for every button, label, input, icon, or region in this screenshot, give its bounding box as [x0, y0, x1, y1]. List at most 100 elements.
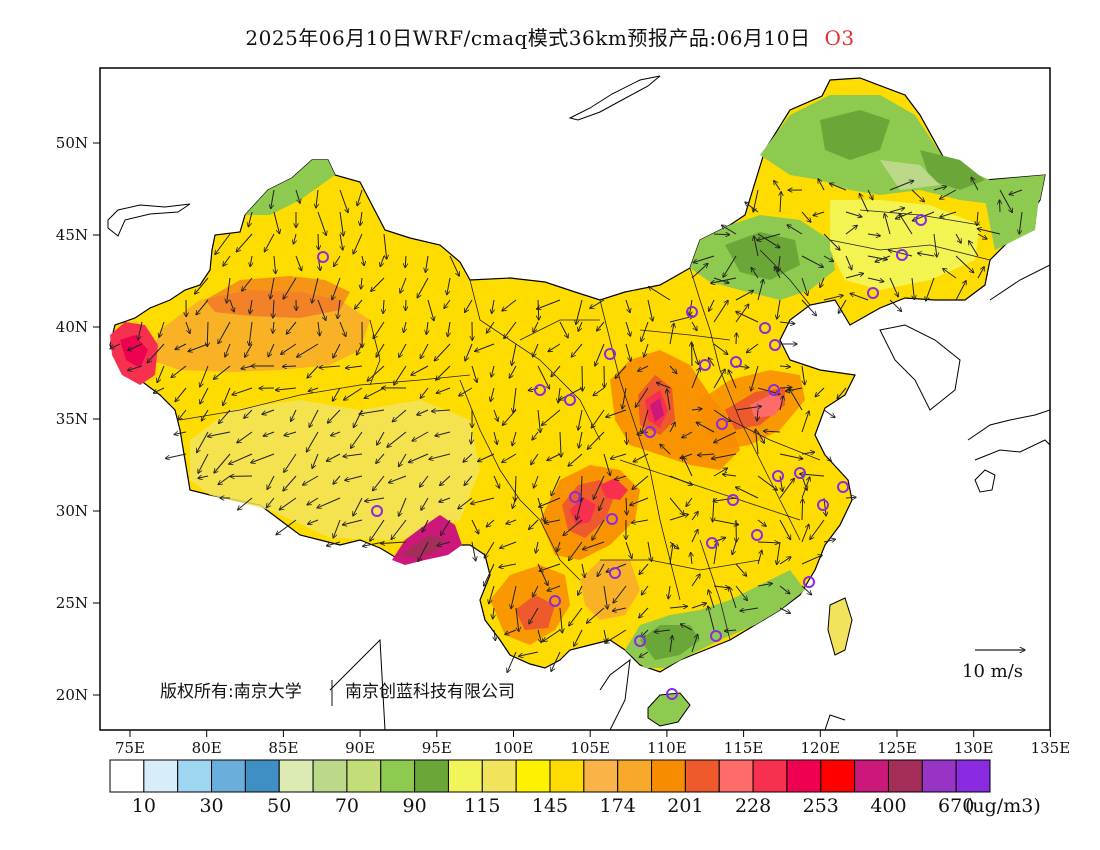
wind-arrow [574, 629, 583, 646]
wind-arrow [528, 388, 539, 391]
wind-arrow [801, 365, 805, 385]
wind-arrow [977, 211, 978, 226]
wind-arrow [381, 542, 407, 544]
wind-arrow [295, 255, 302, 271]
wind-arrow [507, 651, 517, 673]
wind-arrow [357, 343, 363, 355]
wind-arrow [669, 323, 674, 345]
wind-arrow [757, 431, 764, 443]
wind-arrow [175, 387, 187, 402]
copyright-part2: 南京创蓝科技有限公司 [345, 682, 515, 702]
wind-arrow [625, 541, 632, 558]
wind-arrow [736, 487, 759, 499]
wind-arrow [319, 366, 341, 368]
city-marker [699, 359, 711, 371]
title-text: 2025年06月10日WRF/cmaq模式36km预报产品:06月10日 [245, 26, 811, 50]
wind-arrow [312, 453, 319, 468]
wind-arrow [218, 475, 231, 485]
wind-arrow [283, 475, 297, 491]
wind-arrow [691, 409, 702, 410]
wind-arrow [312, 277, 319, 303]
wind-arrow [242, 277, 253, 291]
wind-arrow [387, 431, 407, 447]
wind-arrow [539, 563, 561, 571]
wind-arrow [165, 453, 187, 459]
wind-arrow [367, 365, 385, 381]
lat-tick-label: 30N [56, 502, 88, 520]
wind-arrow [801, 452, 815, 454]
wind-arrow [654, 630, 671, 632]
wind-arrow [333, 519, 341, 538]
wind-arrow [244, 409, 253, 418]
wind-arrow [714, 431, 737, 443]
wind-arrow [746, 343, 759, 353]
wind-arrow [364, 387, 385, 398]
wind-arrow [538, 409, 540, 433]
wind-arrow [345, 475, 363, 480]
wind-arrow [138, 321, 143, 340]
wind-arrow [801, 211, 811, 222]
wind-arrow [801, 477, 810, 499]
wind-scale-label: 10 m/s [962, 661, 1023, 682]
wind-arrow [723, 255, 737, 277]
wind-arrow [223, 387, 231, 406]
wind-arrow [955, 233, 961, 243]
wind-arrow [918, 253, 935, 257]
wind-arrow [283, 277, 297, 299]
wind-arrow [448, 321, 450, 337]
copyright-part1: 版权所有:南京大学 [160, 682, 302, 702]
wind-arrow [563, 519, 583, 536]
wind-arrow [303, 475, 319, 485]
wind-arrow [371, 277, 385, 291]
city-marker [666, 688, 678, 700]
wind-arrow [271, 189, 275, 209]
wind-arrow [316, 189, 318, 208]
wind-arrow [603, 453, 610, 476]
colorbar-swatch [820, 759, 856, 793]
colorbar-swatch [651, 759, 686, 793]
wind-arrow [779, 585, 790, 594]
wind-arrow [670, 636, 672, 653]
wind-arrow [327, 409, 341, 423]
city-marker [803, 576, 815, 588]
colorbar-swatch [481, 759, 517, 793]
city-marker [837, 481, 849, 493]
wind-arrow [639, 563, 649, 574]
wind-arrow [1009, 189, 1023, 195]
colorbar-tick-label: 30 [199, 795, 223, 817]
wind-arrow [751, 268, 759, 279]
wind-arrow [571, 343, 583, 357]
wind-arrow [698, 454, 715, 455]
wind-arrow [197, 431, 209, 453]
wind-arrow [635, 387, 649, 407]
wind-arrow [536, 541, 538, 553]
wind-arrow [502, 299, 517, 311]
colorbar-swatch [786, 759, 822, 793]
wind-arrow [399, 453, 407, 467]
wind-arrow [667, 389, 671, 411]
wind-arrow [360, 211, 362, 226]
wind-arrow [713, 497, 737, 501]
wind-arrow [692, 342, 693, 367]
wind-arrow [800, 474, 825, 476]
wind-arrow [537, 299, 561, 309]
longitude-axis: 75E 80E 85E 90E 95E 100E 105E 110E 115E 120E 125E 1… [115, 730, 1070, 757]
wind-arrow [754, 236, 759, 257]
lon-tick-label: 105E [570, 739, 610, 757]
wind-arrow [492, 299, 494, 314]
lon-tick-label: 95E [422, 739, 452, 757]
wind-arrow [318, 233, 319, 250]
wind-arrow [551, 651, 561, 672]
wind-arrow [471, 519, 479, 534]
wind-arrow [969, 241, 979, 257]
wind-arrow [593, 475, 605, 499]
wind-arrow [691, 634, 698, 653]
wind-arrow [509, 365, 517, 378]
wind-arrow [291, 409, 297, 421]
wind-arrow [691, 574, 700, 587]
wind-arrow [486, 519, 495, 527]
wind-arrow [757, 519, 766, 526]
colorbar-tick-label: 115 [464, 795, 500, 817]
wind-arrow [537, 497, 545, 522]
